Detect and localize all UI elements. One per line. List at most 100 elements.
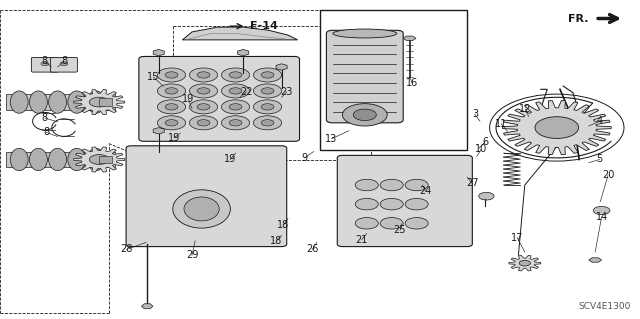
Circle shape <box>197 104 210 110</box>
Ellipse shape <box>68 148 86 171</box>
Circle shape <box>355 218 378 229</box>
Circle shape <box>405 218 428 229</box>
Circle shape <box>165 72 178 78</box>
Circle shape <box>253 100 282 114</box>
Text: 19: 19 <box>168 133 180 143</box>
Text: 24: 24 <box>419 186 432 197</box>
Ellipse shape <box>68 91 86 113</box>
Circle shape <box>355 179 378 191</box>
Circle shape <box>221 84 250 98</box>
Ellipse shape <box>87 148 105 171</box>
Circle shape <box>261 72 274 78</box>
Circle shape <box>405 198 428 210</box>
Ellipse shape <box>173 190 230 228</box>
Text: 9: 9 <box>301 153 308 163</box>
Circle shape <box>519 260 531 266</box>
Ellipse shape <box>49 148 67 171</box>
Bar <box>320 10 467 150</box>
Circle shape <box>165 120 178 126</box>
Text: 18: 18 <box>277 220 290 230</box>
Bar <box>6 152 115 167</box>
Circle shape <box>405 179 428 191</box>
Ellipse shape <box>10 148 28 171</box>
Polygon shape <box>74 89 125 115</box>
Circle shape <box>157 116 186 130</box>
Circle shape <box>355 198 378 210</box>
Circle shape <box>189 84 218 98</box>
Text: 8: 8 <box>61 56 67 66</box>
Circle shape <box>261 104 274 110</box>
FancyBboxPatch shape <box>126 146 287 247</box>
Circle shape <box>157 84 186 98</box>
Text: 8: 8 <box>43 127 49 137</box>
Text: 27: 27 <box>466 178 479 189</box>
Text: 19: 19 <box>224 154 237 165</box>
Text: 20: 20 <box>602 170 614 181</box>
Circle shape <box>165 104 178 110</box>
Circle shape <box>261 88 274 94</box>
Ellipse shape <box>49 91 67 113</box>
Text: 6: 6 <box>482 137 488 147</box>
Text: 8: 8 <box>42 113 48 123</box>
Polygon shape <box>182 27 298 40</box>
Polygon shape <box>276 64 287 70</box>
Text: 29: 29 <box>186 250 198 260</box>
Text: 13: 13 <box>325 134 338 144</box>
Circle shape <box>41 62 49 66</box>
Circle shape <box>353 109 376 121</box>
Polygon shape <box>589 258 602 262</box>
Ellipse shape <box>87 91 105 113</box>
Circle shape <box>229 72 242 78</box>
Circle shape <box>60 62 68 66</box>
Circle shape <box>380 198 403 210</box>
Text: 18: 18 <box>270 236 283 246</box>
Circle shape <box>380 218 403 229</box>
Circle shape <box>253 84 282 98</box>
Ellipse shape <box>10 91 28 113</box>
Circle shape <box>189 116 218 130</box>
Text: 5: 5 <box>596 154 603 165</box>
Circle shape <box>157 100 186 114</box>
Polygon shape <box>403 36 416 41</box>
Circle shape <box>165 88 178 94</box>
Text: 10: 10 <box>475 144 488 154</box>
Ellipse shape <box>184 197 219 221</box>
Circle shape <box>157 68 186 82</box>
Circle shape <box>380 179 403 191</box>
Text: 11: 11 <box>495 119 508 129</box>
Text: 26: 26 <box>306 244 319 255</box>
Text: 23: 23 <box>280 87 293 97</box>
Polygon shape <box>153 49 164 56</box>
Circle shape <box>197 72 210 78</box>
Circle shape <box>342 104 387 126</box>
Text: 15: 15 <box>147 72 160 82</box>
Text: E-14: E-14 <box>250 21 278 31</box>
FancyBboxPatch shape <box>337 155 472 247</box>
Text: 12: 12 <box>519 104 532 114</box>
Text: 22: 22 <box>240 87 253 97</box>
Circle shape <box>593 206 610 215</box>
Ellipse shape <box>29 91 47 113</box>
Ellipse shape <box>29 148 47 171</box>
Bar <box>6 94 115 110</box>
Bar <box>99 156 112 163</box>
Text: 3: 3 <box>472 109 478 119</box>
Text: 8: 8 <box>42 56 48 66</box>
Circle shape <box>229 104 242 110</box>
Circle shape <box>197 88 210 94</box>
Circle shape <box>229 88 242 94</box>
FancyBboxPatch shape <box>326 30 403 123</box>
Circle shape <box>189 100 218 114</box>
Bar <box>99 98 112 106</box>
Circle shape <box>90 155 109 164</box>
Circle shape <box>261 120 274 126</box>
Circle shape <box>90 97 109 107</box>
Ellipse shape <box>333 29 397 38</box>
Polygon shape <box>502 100 611 155</box>
Text: 25: 25 <box>394 225 406 235</box>
Text: 17: 17 <box>511 233 524 243</box>
Text: FR.: FR. <box>568 13 589 24</box>
Polygon shape <box>74 147 125 172</box>
Text: 4: 4 <box>596 116 603 126</box>
Circle shape <box>253 68 282 82</box>
